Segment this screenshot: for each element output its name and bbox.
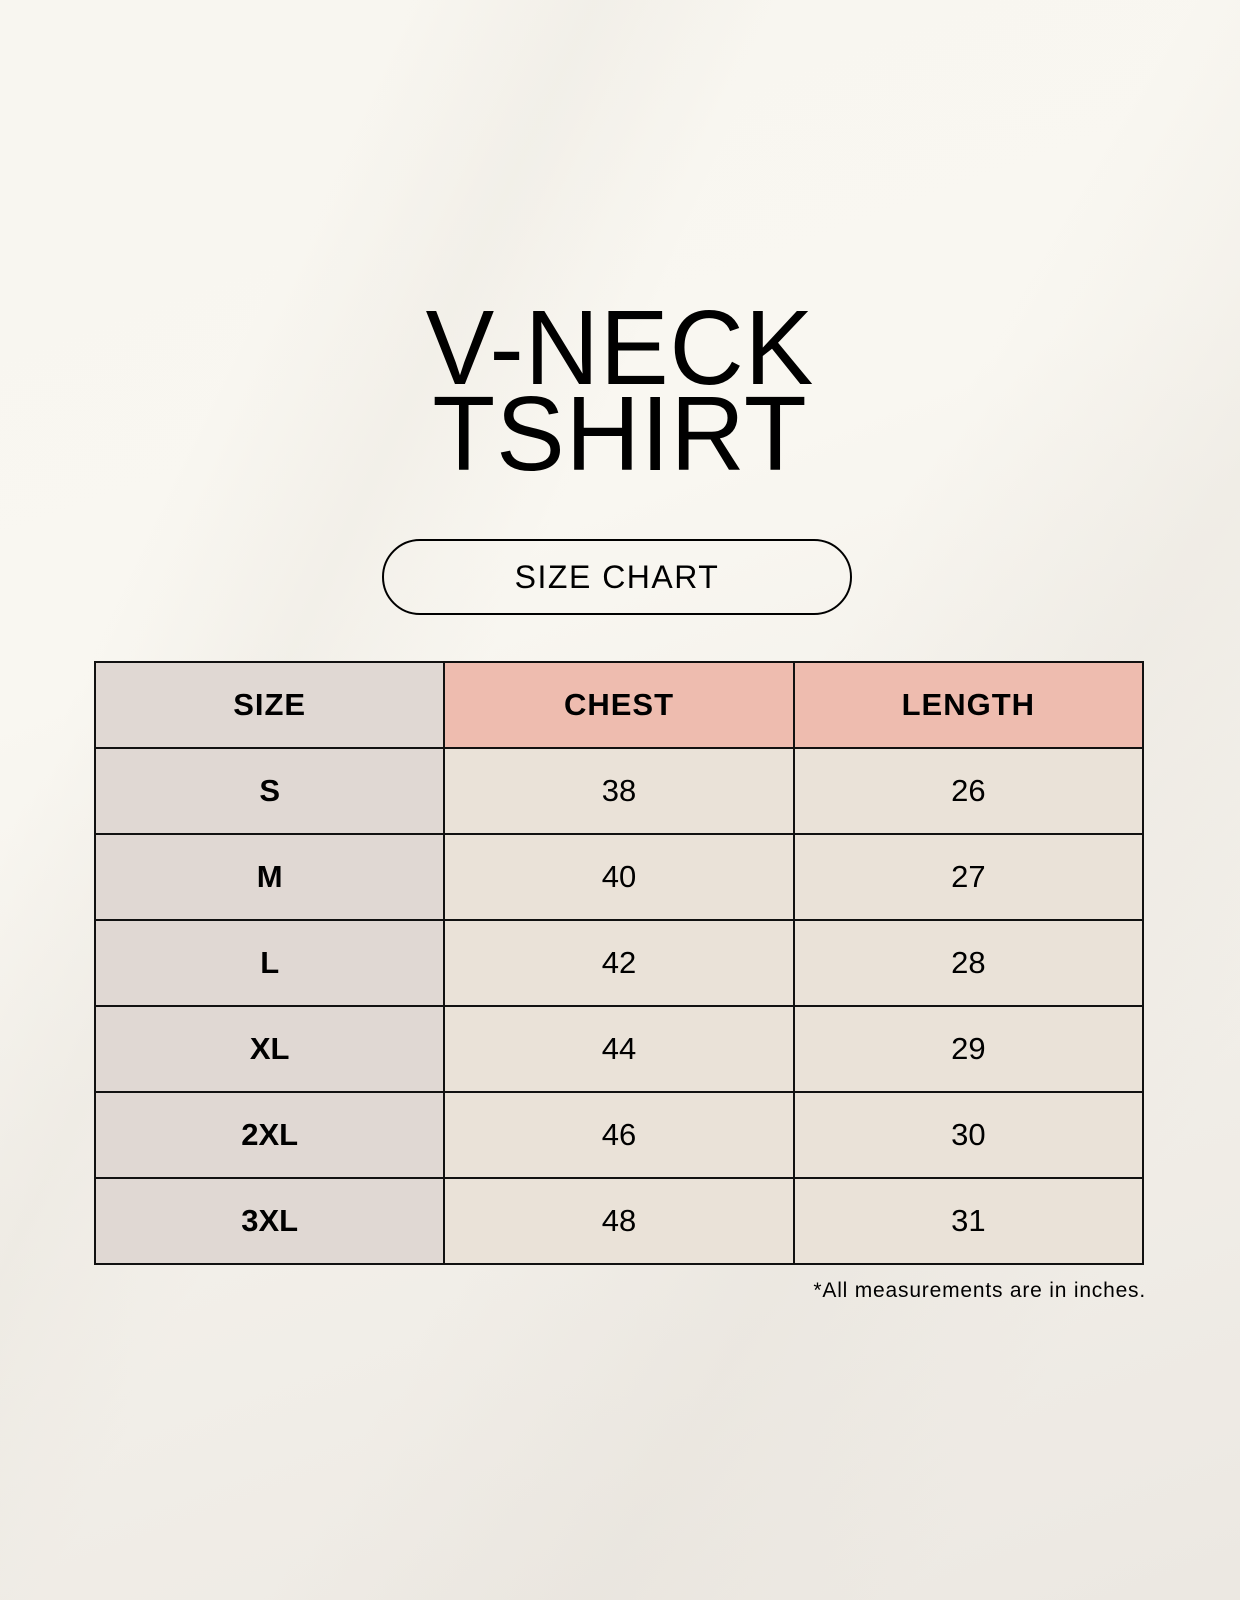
table-row: M 40 27 <box>93 833 1145 921</box>
size-cell: XL <box>93 1005 446 1093</box>
page-title: V-NECK TSHIRT <box>0 289 1240 493</box>
subtitle-text: SIZE CHART <box>514 558 720 595</box>
size-cell: 2XL <box>93 1091 446 1179</box>
footnote: *All measurements are in inches. <box>813 1279 1146 1302</box>
header-length: LENGTH <box>792 661 1145 749</box>
size-chart-label: SIZE CHART <box>382 539 852 615</box>
chest-cell: 46 <box>443 1091 795 1179</box>
chest-cell: 38 <box>443 747 795 835</box>
chest-cell: 44 <box>443 1005 795 1093</box>
length-cell: 30 <box>792 1091 1145 1179</box>
size-table: SIZE CHEST LENGTH S 38 26 M 40 27 L 42 28 XL 44 29 2… <box>93 661 1145 1265</box>
size-cell: M <box>93 833 446 921</box>
table-row: 3XL 48 31 <box>93 1177 1145 1265</box>
length-cell: 29 <box>792 1005 1145 1093</box>
chest-cell: 48 <box>443 1177 795 1265</box>
size-cell: S <box>93 747 446 835</box>
table-row: L 42 28 <box>93 919 1145 1007</box>
header-size: SIZE <box>93 661 446 749</box>
length-cell: 27 <box>792 833 1145 921</box>
length-cell: 28 <box>792 919 1145 1007</box>
table-row: S 38 26 <box>93 747 1145 835</box>
table-row: XL 44 29 <box>93 1005 1145 1093</box>
size-cell: 3XL <box>93 1177 446 1265</box>
table-row: 2XL 46 30 <box>93 1091 1145 1179</box>
header-chest: CHEST <box>443 661 795 749</box>
table-header-row: SIZE CHEST LENGTH <box>93 661 1145 749</box>
title-line-2: TSHIRT <box>432 375 808 493</box>
chest-cell: 40 <box>443 833 795 921</box>
length-cell: 31 <box>792 1177 1145 1265</box>
length-cell: 26 <box>792 747 1145 835</box>
title-line-1: V-NECK <box>425 289 815 407</box>
size-cell: L <box>93 919 446 1007</box>
chest-cell: 42 <box>443 919 795 1007</box>
